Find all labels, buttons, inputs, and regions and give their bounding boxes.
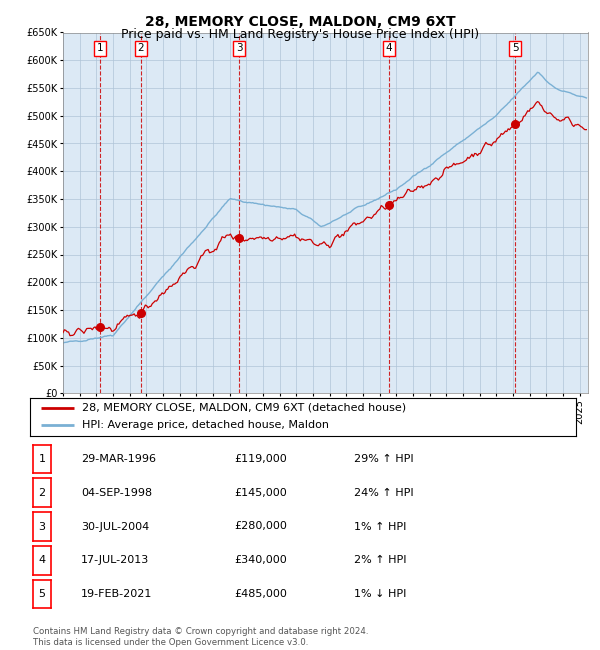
Text: 2% ↑ HPI: 2% ↑ HPI xyxy=(354,555,407,566)
Text: £340,000: £340,000 xyxy=(234,555,287,566)
Text: 1: 1 xyxy=(38,454,46,464)
Text: 28, MEMORY CLOSE, MALDON, CM9 6XT: 28, MEMORY CLOSE, MALDON, CM9 6XT xyxy=(145,15,455,29)
Text: 3: 3 xyxy=(236,44,242,53)
Text: 2: 2 xyxy=(137,44,144,53)
Text: £485,000: £485,000 xyxy=(234,589,287,599)
Text: 5: 5 xyxy=(512,44,518,53)
Text: 1% ↓ HPI: 1% ↓ HPI xyxy=(354,589,406,599)
Text: 19-FEB-2021: 19-FEB-2021 xyxy=(81,589,152,599)
Text: Price paid vs. HM Land Registry's House Price Index (HPI): Price paid vs. HM Land Registry's House … xyxy=(121,28,479,41)
Text: Contains HM Land Registry data © Crown copyright and database right 2024.
This d: Contains HM Land Registry data © Crown c… xyxy=(33,627,368,647)
Text: 4: 4 xyxy=(385,44,392,53)
Text: 24% ↑ HPI: 24% ↑ HPI xyxy=(354,488,413,498)
Text: 30-JUL-2004: 30-JUL-2004 xyxy=(81,521,149,532)
Text: 3: 3 xyxy=(38,521,46,532)
Text: 4: 4 xyxy=(38,555,46,566)
Text: 29% ↑ HPI: 29% ↑ HPI xyxy=(354,454,413,464)
Text: 29-MAR-1996: 29-MAR-1996 xyxy=(81,454,156,464)
Text: £280,000: £280,000 xyxy=(234,521,287,532)
Text: £145,000: £145,000 xyxy=(234,488,287,498)
Text: 1: 1 xyxy=(97,44,104,53)
Text: £119,000: £119,000 xyxy=(234,454,287,464)
Text: 17-JUL-2013: 17-JUL-2013 xyxy=(81,555,149,566)
Text: HPI: Average price, detached house, Maldon: HPI: Average price, detached house, Mald… xyxy=(82,421,329,430)
Text: 2: 2 xyxy=(38,488,46,498)
Text: 1% ↑ HPI: 1% ↑ HPI xyxy=(354,521,406,532)
Text: 04-SEP-1998: 04-SEP-1998 xyxy=(81,488,152,498)
Text: 28, MEMORY CLOSE, MALDON, CM9 6XT (detached house): 28, MEMORY CLOSE, MALDON, CM9 6XT (detac… xyxy=(82,403,406,413)
Text: 5: 5 xyxy=(38,589,46,599)
